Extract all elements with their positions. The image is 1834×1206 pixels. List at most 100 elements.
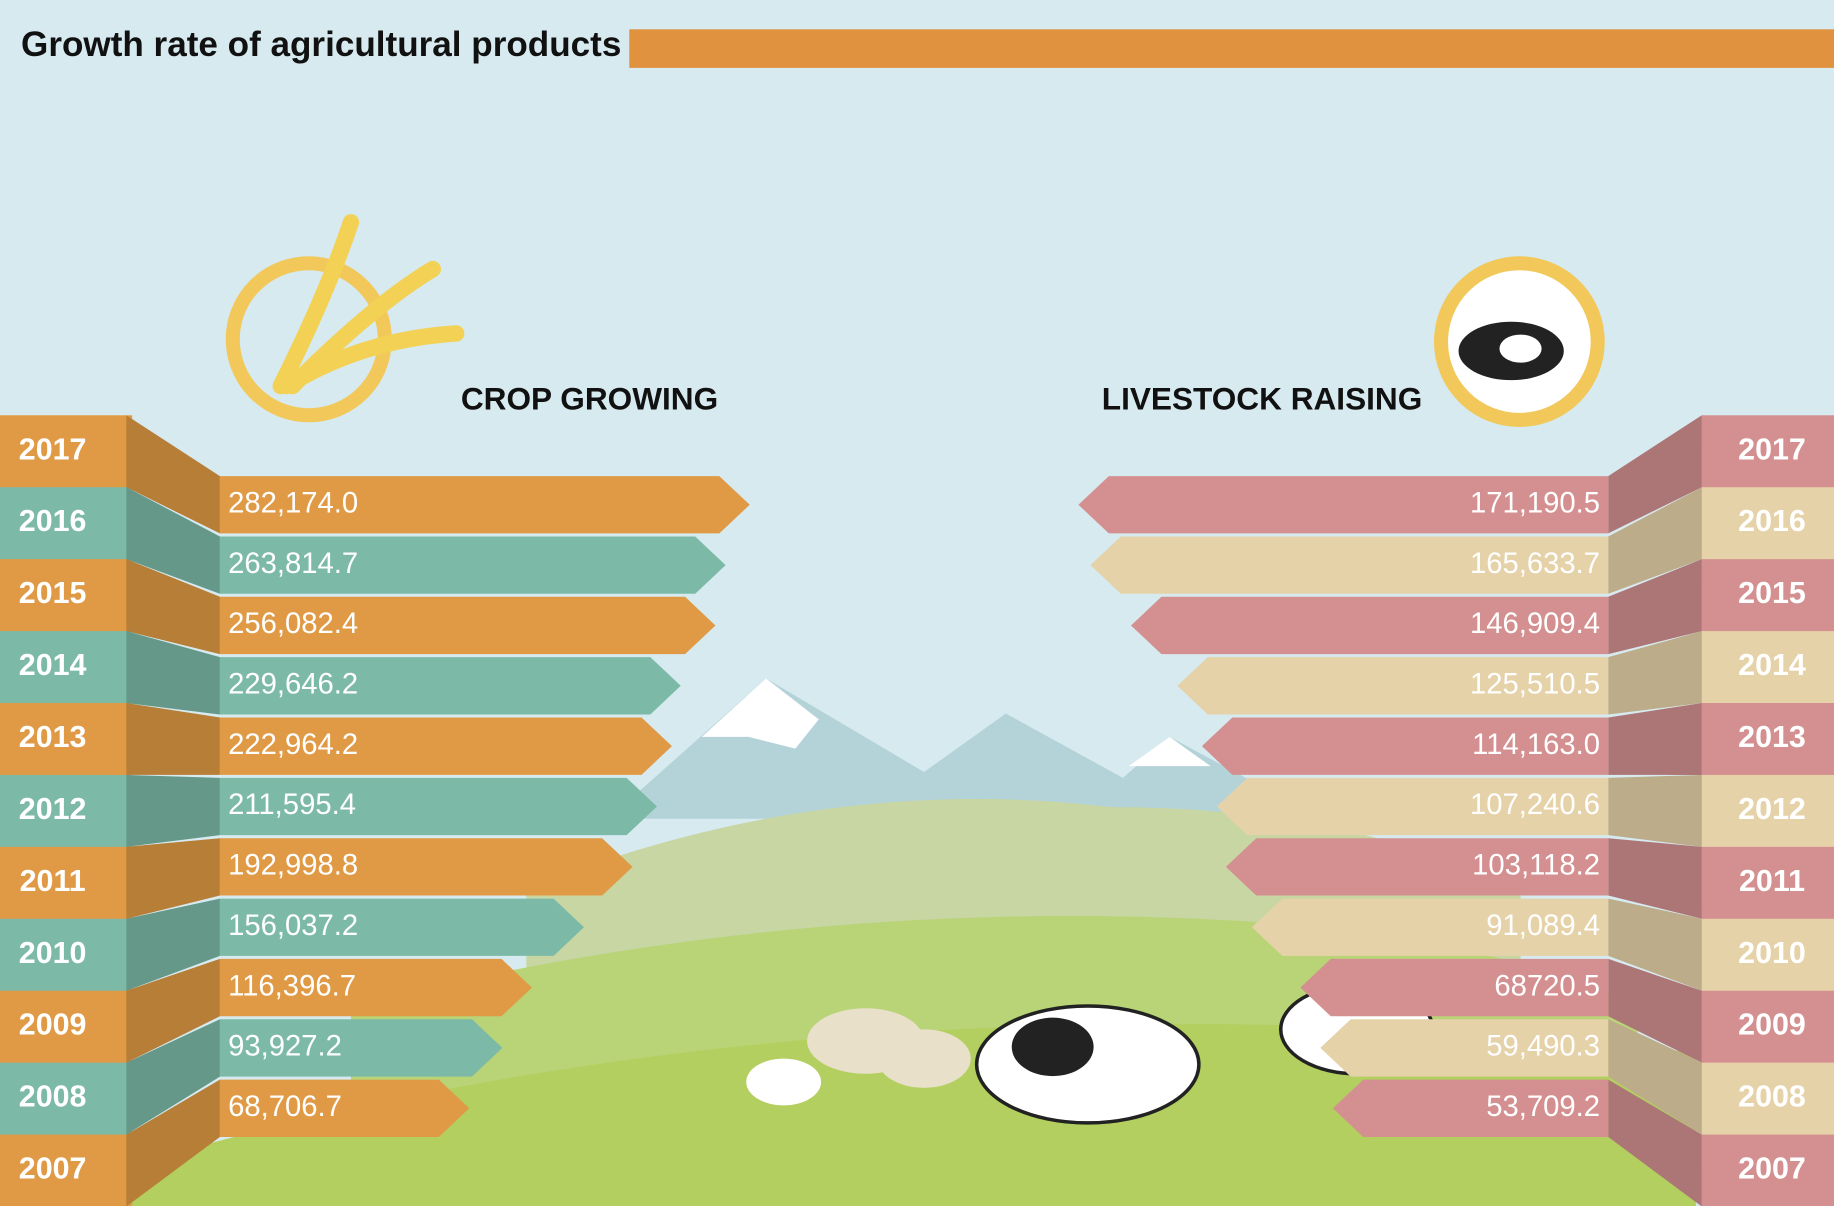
connector-shade [126, 838, 220, 919]
value-label: 192,998.8 [228, 850, 358, 882]
value-label: 263,814.7 [228, 548, 358, 580]
year-label: 2009 [19, 1008, 87, 1042]
value-label: 53,709.2 [1486, 1091, 1600, 1123]
bar [219, 657, 681, 715]
connector-shade [126, 898, 220, 991]
year-band [1701, 415, 1834, 489]
bar [219, 1019, 503, 1077]
year-band [0, 487, 133, 561]
value-label: 116,396.7 [228, 970, 356, 1002]
connector [126, 838, 220, 919]
year-band [0, 415, 133, 489]
connector-shade [1608, 838, 1702, 919]
year-label: 2012 [19, 792, 87, 826]
year-band [0, 631, 133, 705]
bar [1177, 657, 1609, 715]
connector-shade [1608, 1079, 1702, 1206]
year-band [1701, 774, 1834, 849]
sheep [877, 1029, 971, 1088]
value-label: 156,037.2 [228, 910, 358, 942]
connector [1608, 415, 1702, 534]
bar [219, 536, 726, 594]
value-label: 114,163.0 [1472, 729, 1600, 761]
year-label: 2011 [1739, 864, 1805, 898]
connector [126, 631, 220, 715]
bar [1216, 777, 1609, 836]
bar [1078, 476, 1609, 534]
year-label: 2009 [1738, 1008, 1806, 1042]
value-label: 93,927.2 [228, 1031, 342, 1063]
connector-shade [1608, 415, 1702, 534]
connector [1608, 1019, 1702, 1135]
value-label: 171,190.5 [1470, 487, 1600, 519]
title-bar [629, 29, 1834, 68]
year-label: 2011 [20, 864, 86, 898]
bar [219, 476, 750, 534]
connector-shade [1608, 774, 1702, 847]
year-label: 2015 [1738, 576, 1806, 610]
year-band [1701, 559, 1834, 633]
year-band [0, 559, 133, 633]
year-band [1701, 1062, 1834, 1136]
value-label: 68720.5 [1494, 970, 1600, 1002]
year-label: 2014 [1738, 648, 1806, 682]
bar [219, 777, 658, 836]
year-label: 2012 [1738, 792, 1806, 826]
connector-shade [1608, 958, 1702, 1063]
connector-shade [126, 774, 220, 847]
connector [126, 1079, 220, 1206]
value-label: 222,964.2 [228, 729, 358, 761]
year-band [1701, 703, 1834, 777]
year-label: 2008 [1738, 1080, 1806, 1114]
cow [974, 1004, 1201, 1125]
connector-shade [1608, 631, 1702, 715]
year-band [0, 1062, 133, 1136]
connector [126, 415, 220, 534]
connector [126, 898, 220, 991]
value-label: 107,240.6 [1470, 789, 1600, 821]
year-label: 2016 [19, 504, 87, 538]
value-label: 146,909.4 [1470, 608, 1600, 640]
connector-shade [126, 1079, 220, 1206]
year-label: 2008 [19, 1080, 87, 1114]
year-label: 2013 [1738, 720, 1806, 754]
bar [219, 898, 584, 956]
year-label: 2016 [1738, 504, 1806, 538]
year-label: 2010 [1738, 936, 1806, 970]
value-label: 282,174.0 [228, 487, 358, 519]
bar [1251, 898, 1609, 956]
bar [1332, 1079, 1609, 1137]
connector [126, 1019, 220, 1135]
bar [1320, 1019, 1609, 1077]
connector-shade [1608, 898, 1702, 991]
connector-shade [126, 958, 220, 1063]
year-band [0, 1134, 133, 1206]
year-label: 2007 [19, 1152, 87, 1186]
connector-shade [126, 487, 220, 594]
year-band [1701, 1134, 1834, 1206]
connector-shade [126, 415, 220, 534]
connector-shade [126, 631, 220, 715]
page-title: Growth rate of agricultural products [21, 25, 621, 64]
value-label: 68,706.7 [228, 1091, 342, 1123]
connector [1608, 487, 1702, 594]
cow-spot [1011, 1017, 1094, 1077]
connector-shade [126, 1019, 220, 1135]
value-label: 256,082.4 [228, 608, 358, 640]
bar [219, 958, 532, 1017]
year-band [0, 774, 133, 849]
snow [1128, 736, 1211, 767]
cow-icon-spot [1499, 334, 1542, 363]
connector-shade [1608, 487, 1702, 594]
connector [1608, 774, 1702, 847]
connector [1608, 1079, 1702, 1206]
connector [1608, 838, 1702, 919]
year-label: 2017 [1738, 432, 1806, 466]
year-band [0, 918, 133, 992]
snow [701, 678, 819, 749]
bar [219, 717, 672, 775]
year-band [0, 703, 133, 777]
value-label: 103,118.2 [1472, 850, 1600, 882]
value-label: 91,089.4 [1486, 910, 1600, 942]
